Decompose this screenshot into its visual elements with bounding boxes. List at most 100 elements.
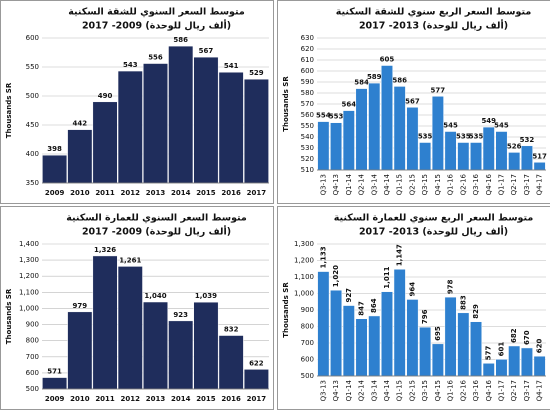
bar <box>342 110 355 171</box>
x-tick-label: Q3-16 <box>472 173 480 195</box>
y-tick-label: 500 <box>301 372 314 380</box>
x-tick-label: Q3-15 <box>421 174 429 195</box>
bar <box>419 142 432 171</box>
x-tick-label: Q3-15 <box>421 380 429 401</box>
x-tick-label: Q4-17 <box>536 380 544 401</box>
value-label: 490 <box>98 92 113 100</box>
value-label: 577 <box>485 346 493 361</box>
chart-title: متوسط السعر الربع سنوي للشقة السكنية <box>336 7 532 18</box>
bar <box>168 320 194 390</box>
bar <box>520 145 533 171</box>
value-label: 964 <box>408 282 416 297</box>
value-label: 567 <box>405 97 420 105</box>
bar <box>42 377 68 390</box>
x-tick-label: Q1-17 <box>497 380 505 401</box>
bar <box>533 355 546 377</box>
value-label: 549 <box>481 117 496 125</box>
y-tick-label: 350 <box>26 179 39 187</box>
y-tick-label: 900 <box>26 321 39 329</box>
value-label: 927 <box>345 288 353 303</box>
x-tick-label: Q1-16 <box>447 173 455 195</box>
x-tick-label: Q3-13 <box>319 174 327 195</box>
value-label: 398 <box>47 145 62 153</box>
value-label: 567 <box>199 47 214 55</box>
y-tick-label: 1,300 <box>19 256 39 264</box>
value-label: 1,011 <box>383 266 391 288</box>
bar <box>406 107 419 171</box>
x-tick-label: 2010 <box>70 189 90 197</box>
x-tick-label: 2014 <box>171 189 191 197</box>
value-label: 682 <box>510 328 518 343</box>
value-label: 605 <box>380 56 395 64</box>
y-tick-label: 580 <box>301 89 314 97</box>
x-tick-label: Q4-15 <box>434 380 442 401</box>
bar <box>117 70 143 184</box>
x-tick-label: 2016 <box>221 189 241 197</box>
x-tick-label: Q2-17 <box>510 174 518 195</box>
x-tick-label: Q4-13 <box>332 380 340 401</box>
x-tick-label: 2011 <box>95 189 115 197</box>
bar <box>67 129 93 184</box>
y-axis-label: Thousands SR <box>5 82 13 138</box>
y-axis-label: Thousands SR <box>282 282 290 338</box>
value-label: 529 <box>249 69 264 77</box>
value-label: 541 <box>224 62 239 70</box>
bar <box>380 65 393 171</box>
value-label: 545 <box>494 122 509 130</box>
value-label: 532 <box>520 136 535 144</box>
value-label: 1,020 <box>332 265 340 287</box>
y-tick-label: 510 <box>301 166 314 174</box>
y-tick-label: 600 <box>301 67 314 75</box>
value-label: 535 <box>456 133 471 141</box>
value-label: 442 <box>73 120 88 128</box>
y-tick-label: 630 <box>301 34 314 42</box>
bar <box>92 255 118 390</box>
value-label: 577 <box>431 86 446 94</box>
value-label: 978 <box>447 279 455 294</box>
y-tick-label: 500 <box>26 92 39 100</box>
bar <box>419 326 432 377</box>
value-label: 554 <box>316 112 331 120</box>
chart-title: متوسط السعر السنوي للشقة السكنية <box>68 7 245 18</box>
value-label: 847 <box>358 301 366 316</box>
x-tick-label: Q3-17 <box>523 174 531 195</box>
value-label: 526 <box>507 142 522 150</box>
bar <box>495 359 508 377</box>
chart-subtitle: (ألف ريال للوحدة) 2013- 2017 <box>359 225 508 238</box>
x-tick-label: Q1-17 <box>497 174 505 195</box>
x-tick-label: Q2-17 <box>510 380 518 401</box>
y-tick-label: 700 <box>26 353 39 361</box>
bar <box>482 363 495 377</box>
bar <box>92 101 118 184</box>
value-label: 535 <box>418 133 433 141</box>
chart-title: متوسط السعر السنوي للعمارة السكنية <box>66 213 247 224</box>
y-tick-label: 800 <box>26 337 39 345</box>
x-tick-label: 2013 <box>146 189 166 197</box>
x-tick-label: 2015 <box>196 395 216 403</box>
x-tick-label: Q2-15 <box>408 380 416 401</box>
y-tick-label: 590 <box>301 78 314 86</box>
value-label: 1,133 <box>319 246 327 268</box>
x-tick-label: 2012 <box>121 395 141 403</box>
value-label: 829 <box>472 304 480 319</box>
value-label: 864 <box>370 298 378 313</box>
value-label: 1,040 <box>144 292 166 300</box>
bar <box>67 311 93 390</box>
chart-subtitle: (ألف ريال للوحدة) 2013- 2017 <box>359 19 508 32</box>
x-tick-label: Q4-16 <box>485 173 493 195</box>
bar <box>243 369 269 390</box>
value-label: 622 <box>249 359 264 367</box>
bar <box>317 271 330 377</box>
bar <box>380 291 393 377</box>
x-tick-label: Q3-14 <box>370 379 378 401</box>
bar <box>393 86 406 171</box>
bar <box>431 343 444 377</box>
bar <box>470 142 483 171</box>
x-tick-label: Q4-13 <box>332 174 340 195</box>
value-label: 1,261 <box>119 256 141 264</box>
x-tick-label: Q1-14 <box>345 379 353 401</box>
x-tick-label: Q1-15 <box>396 380 404 401</box>
bar <box>444 296 457 377</box>
y-tick-label: 550 <box>26 63 39 71</box>
value-label: 923 <box>173 311 188 319</box>
